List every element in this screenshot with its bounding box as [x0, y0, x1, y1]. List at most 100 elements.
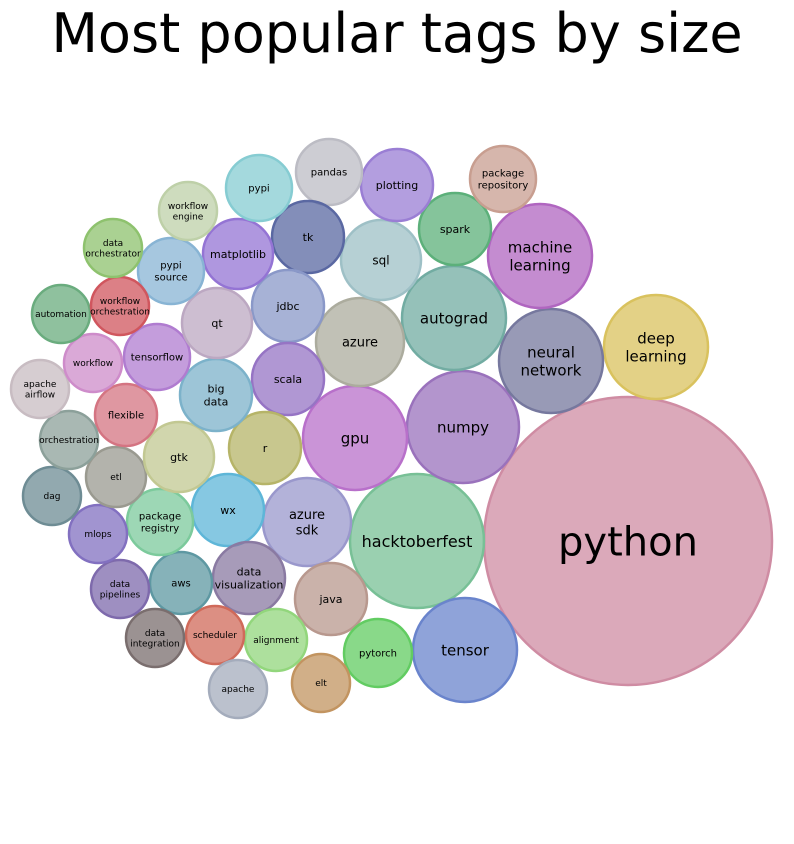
bubble-scala: scala — [250, 341, 326, 417]
bubble-scheduler: scheduler — [184, 604, 246, 666]
bubble-data-integration: data integration — [124, 607, 186, 669]
bubble-label: workflow — [73, 359, 113, 369]
bubble-package-repository: package repository — [468, 144, 538, 214]
bubble-label: pypi source — [154, 261, 187, 284]
bubble-circle — [136, 236, 206, 306]
bubble-label: azure sdk — [289, 508, 325, 538]
bubble-mlops: mlops — [67, 503, 129, 565]
bubble-circle — [348, 472, 486, 610]
bubble-hacktoberfest: hacktoberfest — [348, 472, 486, 610]
bubble-circle — [270, 199, 346, 275]
bubble-circle — [224, 153, 294, 223]
bubble-circle — [294, 137, 364, 207]
bubble-circle — [142, 420, 216, 494]
bubble-label: deep learning — [625, 330, 686, 366]
bubble-workflow-engine: workflow engine — [157, 180, 219, 242]
bubble-circle — [602, 293, 710, 401]
bubble-label: gtk — [170, 451, 188, 464]
bubble-label: autograd — [420, 309, 488, 327]
bubble-circle — [184, 604, 246, 666]
bubble-azure: azure — [314, 296, 406, 388]
bubble-autograd: autograd — [400, 264, 508, 372]
bubble-label: wx — [220, 504, 236, 517]
bubble-label: data integration — [130, 629, 179, 650]
bubble-circle — [21, 465, 83, 527]
bubble-label: spark — [440, 223, 471, 236]
bubble-circle — [9, 358, 71, 420]
bubble-label: data visualization — [215, 565, 284, 591]
bubble-label: scala — [274, 373, 302, 386]
bubble-workflow: workflow — [62, 332, 124, 394]
bubble-data-pipelines: data pipelines — [89, 558, 151, 620]
bubble-dag: dag — [21, 465, 83, 527]
bubble-machine-learning: machine learning — [486, 202, 594, 310]
bubble-label: plotting — [376, 179, 418, 192]
bubble-tensorflow: tensorflow — [122, 322, 192, 392]
bubble-label: hacktoberfest — [362, 532, 473, 551]
bubble-label: workflow orchestration — [90, 297, 150, 318]
bubble-deep-learning: deep learning — [602, 293, 710, 401]
bubble-label: jdbc — [275, 300, 299, 313]
bubble-circle — [227, 410, 303, 486]
bubble-sql: sql — [339, 218, 423, 302]
bubble-label: automation — [35, 310, 87, 320]
bubble-label: elt — [315, 679, 327, 689]
bubble-circle — [84, 445, 148, 509]
bubble-label: gpu — [341, 429, 370, 447]
bubble-label: etl — [110, 473, 122, 483]
bubble-label: neural network — [521, 344, 582, 380]
bubble-circle — [89, 558, 151, 620]
bubble-circle — [486, 202, 594, 310]
bubble-circle — [62, 332, 124, 394]
chart-title: Most popular tags by size — [51, 2, 743, 65]
bubble-label: package repository — [478, 169, 529, 192]
bubble-big-data: big data — [178, 357, 254, 433]
bubble-alignment: alignment — [243, 607, 309, 673]
bubble-pypi: pypi — [224, 153, 294, 223]
bubble-jdbc: jdbc — [250, 268, 326, 344]
bubble-circle — [125, 487, 195, 557]
bubble-etl: etl — [84, 445, 148, 509]
bubble-label: orchestration — [39, 436, 99, 446]
bubble-circle — [290, 652, 352, 714]
bubble-label: qt — [211, 317, 223, 330]
bubble-label: workflow engine — [168, 202, 208, 223]
bubble-circle — [211, 540, 287, 616]
bubble-apache: apache — [207, 658, 269, 720]
bubble-tensor: tensor — [411, 596, 519, 704]
bubble-label: tk — [303, 231, 314, 244]
bubble-aws: aws — [148, 550, 214, 616]
bubble-label: mlops — [84, 530, 111, 540]
bubble-apache-airflow: apache airflow — [9, 358, 71, 420]
bubble-circle — [82, 217, 144, 279]
bubble-circle — [207, 658, 269, 720]
bubble-circle — [148, 550, 214, 616]
bubble-label: flexible — [108, 411, 144, 422]
bubble-label: pandas — [311, 168, 348, 179]
bubble-label: java — [318, 593, 342, 606]
bubble-label: python — [558, 519, 698, 565]
bubble-spark: spark — [417, 191, 493, 267]
bubble-label: package registry — [139, 512, 181, 535]
bubble-package-registry: package registry — [125, 487, 195, 557]
bubble-label: data orchestrator — [85, 239, 141, 260]
bubble-label: tensorflow — [131, 353, 183, 364]
bubble-gtk: gtk — [142, 420, 216, 494]
bubble-circle — [93, 382, 159, 448]
bubble-label: matplotlib — [210, 248, 266, 261]
bubble-circle — [243, 607, 309, 673]
bubble-flexible: flexible — [93, 382, 159, 448]
bubble-label: apache airflow — [24, 380, 57, 401]
bubble-elt: elt — [290, 652, 352, 714]
bubble-circle — [124, 607, 186, 669]
bubble-label: azure — [342, 336, 378, 351]
bubble-gpu: gpu — [301, 384, 409, 492]
bubble-label: pypi — [248, 184, 269, 195]
bubble-label: dag — [44, 492, 61, 502]
bubble-circle — [468, 144, 538, 214]
bubble-pandas: pandas — [294, 137, 364, 207]
bubble-numpy: numpy — [405, 369, 521, 485]
bubble-label: r — [263, 442, 268, 455]
bubble-pytorch: pytorch — [342, 617, 414, 689]
